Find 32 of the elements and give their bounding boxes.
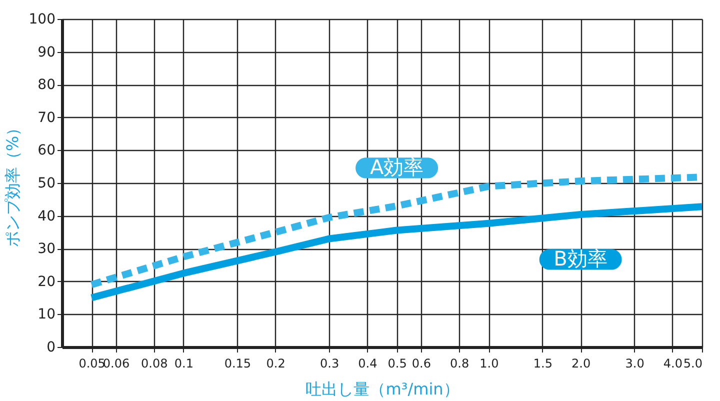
- y-tick-label: 80: [38, 77, 56, 94]
- y-tick-label: 60: [38, 142, 56, 159]
- x-tick-label: 0.2: [266, 356, 286, 370]
- x-axis-title: 吐出し量（m³/min）: [306, 380, 460, 398]
- x-tick-label: 0.06: [102, 356, 130, 370]
- x-tick-label: 0.05: [78, 356, 106, 370]
- x-tick-label: 1.0: [480, 356, 499, 370]
- x-tick-label: 0.15: [224, 356, 252, 370]
- y-tick-label: 50: [38, 176, 56, 192]
- y-tick-label: 30: [38, 241, 56, 258]
- x-tick-label: 3.0: [625, 356, 644, 370]
- x-tick-label: 5.0: [683, 356, 702, 370]
- series-label: A効率: [370, 154, 424, 179]
- y-tick-label: 20: [38, 274, 56, 290]
- x-tick-label: 0.08: [141, 356, 168, 370]
- x-tick-label: 0.6: [412, 356, 432, 370]
- y-tick-label: 90: [38, 44, 56, 60]
- x-tick-label: 0.8: [450, 356, 470, 370]
- y-tick-label: 100: [28, 12, 56, 28]
- y-axis-title: ポンプ効率（%）: [2, 120, 22, 248]
- x-tick-label: 1.5: [533, 356, 552, 370]
- x-tick-label: 4.0: [663, 356, 682, 370]
- x-tick-label: 0.3: [320, 356, 340, 370]
- x-tick-label: 0.4: [358, 356, 378, 370]
- y-tick-label: 10: [38, 306, 56, 323]
- y-tick-label: 70: [38, 110, 56, 126]
- x-tick-label: 2.0: [571, 356, 591, 370]
- y-tick-label: 0: [46, 340, 56, 356]
- y-tick-label: 40: [38, 208, 56, 224]
- series-label: B効率: [554, 246, 608, 270]
- x-tick-label: 0.5: [388, 356, 407, 370]
- x-tick-label: 0.1: [174, 356, 194, 370]
